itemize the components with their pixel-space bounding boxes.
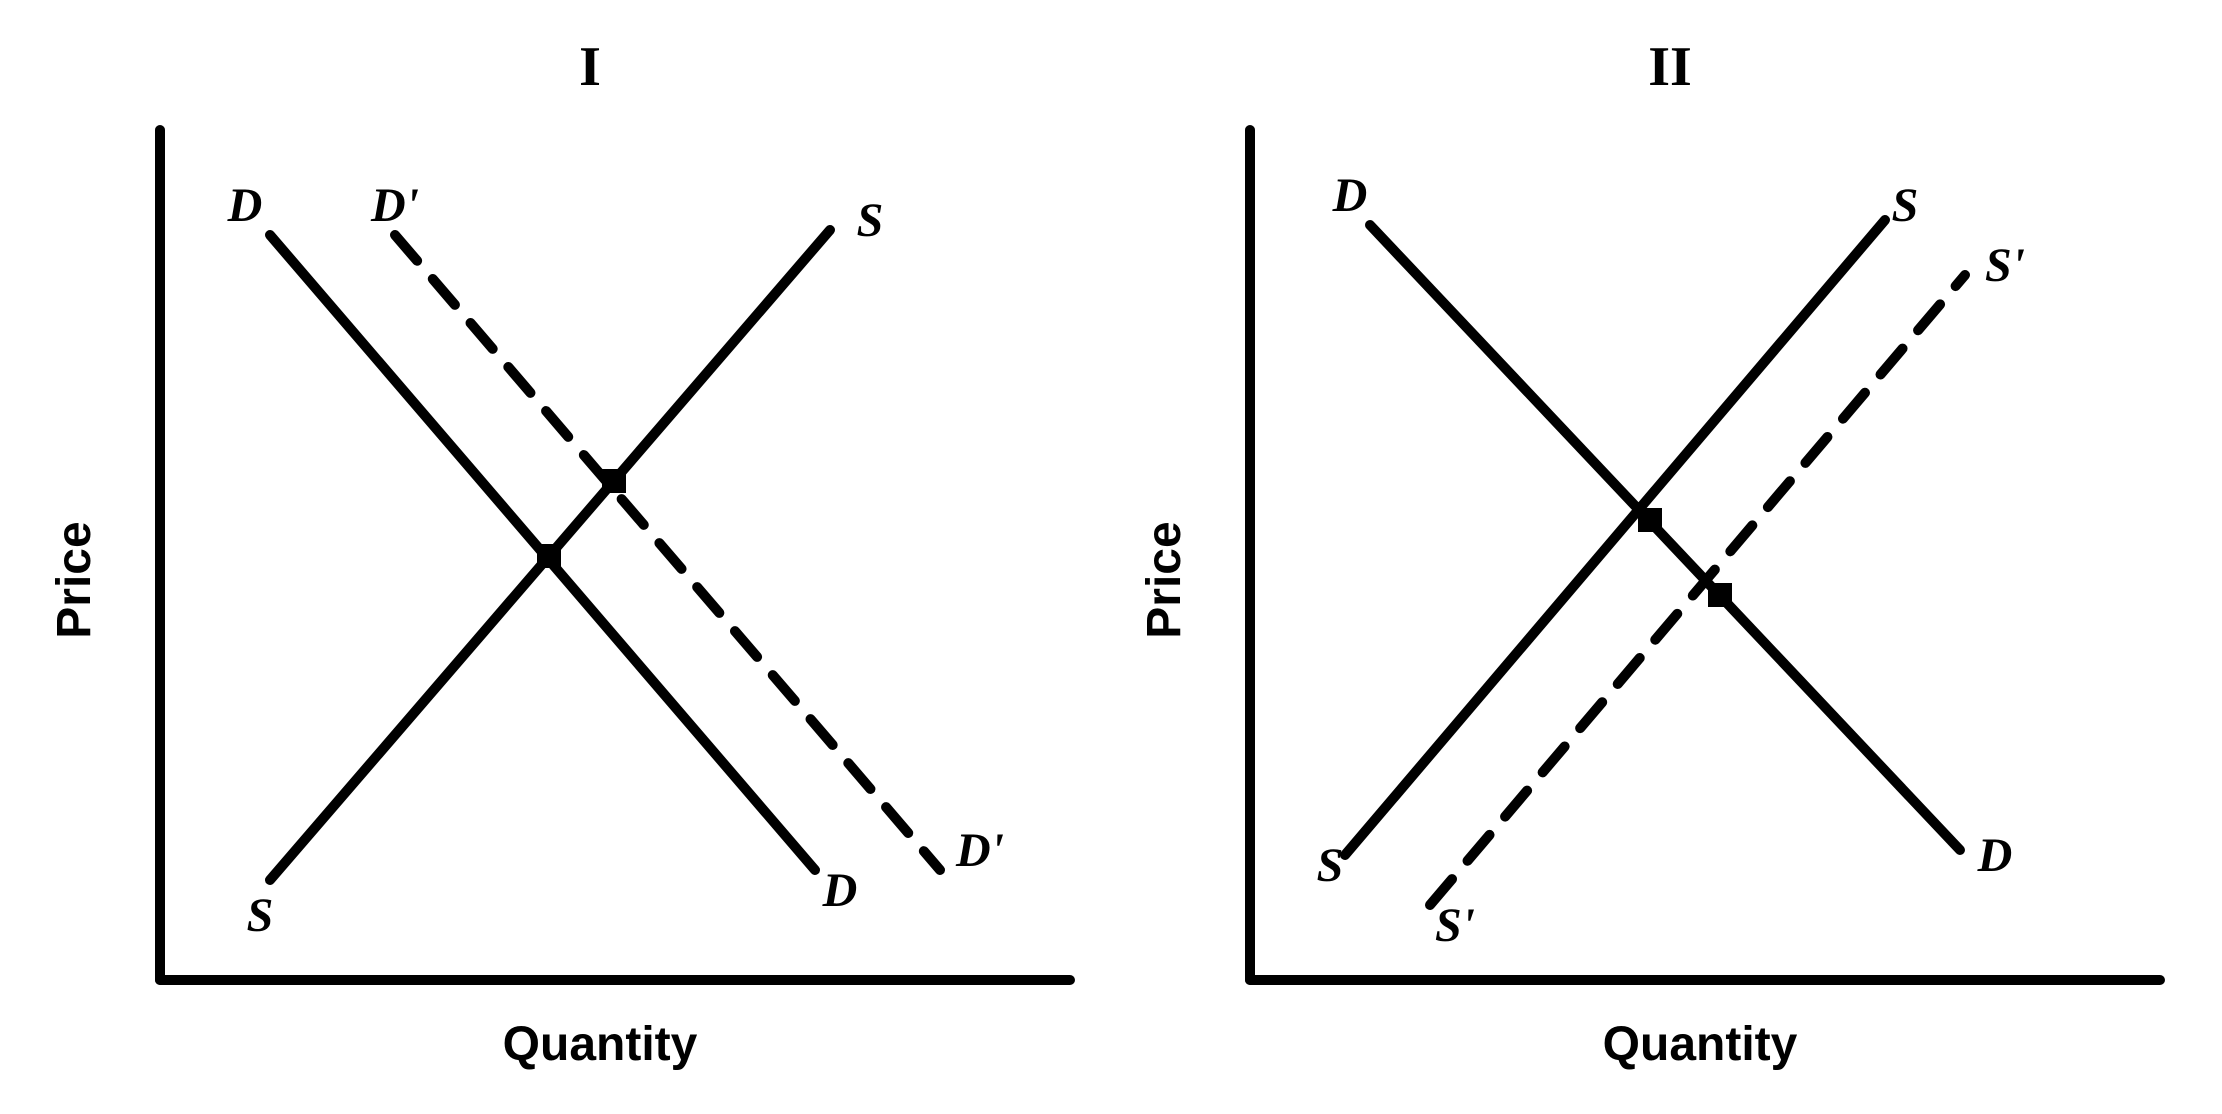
- panel2-label-S'-start: S': [1435, 899, 1475, 952]
- panel1-title: I: [579, 36, 601, 98]
- panel2-label-S-end: S: [1892, 179, 1919, 232]
- panel2-x-axis-label: Quantity: [1603, 1018, 1798, 1071]
- panel1-label-D-start: D: [227, 179, 263, 232]
- panel1: I Price Quantity D D D' D' S S: [48, 36, 1070, 1071]
- panel2-label-S'-end: S': [1985, 239, 2025, 292]
- panel1-x-axis-label: Quantity: [503, 1018, 698, 1071]
- panel2-line-S: [1345, 220, 1885, 855]
- panel2-line-D: [1370, 225, 1960, 850]
- panel1-label-S-end: S: [857, 194, 884, 247]
- panel2-equilibrium-point-0: [1638, 508, 1662, 532]
- panel1-label-S-start: S: [247, 889, 274, 942]
- panel2-y-axis-label: Price: [1138, 521, 1191, 638]
- panel1-label-D'-start: D': [370, 179, 419, 232]
- panel2-title: II: [1648, 36, 1692, 98]
- panel2-label-D-start: D: [1332, 169, 1368, 222]
- figure-root: I Price Quantity D D D' D' S S II Price Quantity D D S…: [0, 0, 2222, 1114]
- panel2-equilibrium-point-1: [1708, 583, 1732, 607]
- panel1-label-D'-end: D': [955, 824, 1004, 877]
- panel1-equilibrium-point-0: [537, 544, 561, 568]
- panel1-label-D-end: D: [822, 864, 858, 917]
- panel1-equilibrium-point-1: [602, 469, 626, 493]
- panel2-label-D-end: D: [1977, 829, 2013, 882]
- diagram-svg: I Price Quantity D D D' D' S S II Price Quantity D D S…: [0, 0, 2222, 1114]
- panel1-line-D': [395, 235, 940, 870]
- panel1-y-axis-label: Price: [48, 521, 101, 638]
- panel2-label-S-start: S: [1317, 839, 1344, 892]
- panel2: II Price Quantity D D S S S' S': [1138, 36, 2160, 1071]
